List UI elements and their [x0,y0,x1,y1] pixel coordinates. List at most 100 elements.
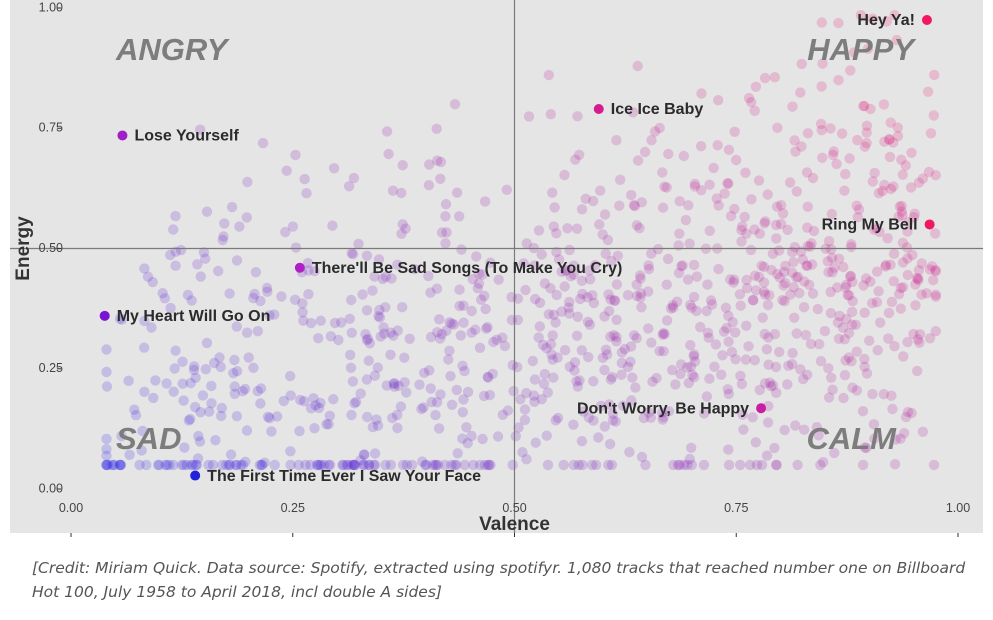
track-point [845,270,856,282]
track-point [392,422,403,434]
y-axis-title: Energy [13,216,34,281]
track-point [333,334,344,346]
track-point [321,419,332,430]
track-point [631,220,643,231]
track-point [632,60,643,72]
track-point [845,65,856,76]
track-point [451,384,462,396]
track-point [705,295,717,306]
track-point [807,172,819,184]
track-point [791,272,802,283]
track-point [395,401,407,412]
track-point [772,122,783,133]
track-point [805,241,816,252]
track-point [687,369,698,381]
track-point [862,43,874,54]
track-point [627,372,638,383]
track-point [607,415,619,426]
highlighted-point [117,130,128,141]
track-point [392,409,403,421]
track-point [425,331,437,343]
track-point [101,344,112,355]
track-point [887,403,898,415]
track-point [682,274,694,285]
track-point [851,200,862,211]
track-point [181,459,193,471]
track-point [815,118,827,130]
track-point [387,185,399,196]
track-point [519,414,531,426]
track-point [530,293,541,305]
track-point [871,266,883,277]
track-point [373,254,385,265]
track-point [685,361,697,372]
track-point [536,249,547,260]
track-point [771,233,782,244]
track-point [635,288,647,299]
track-point [657,329,668,340]
track-point [771,459,782,471]
track-point [328,394,339,405]
track-point [902,406,914,418]
track-point [745,459,756,471]
track-point [816,81,827,92]
track-point [704,179,715,190]
track-point [888,181,899,192]
track-point [839,370,851,381]
track-point [852,134,863,146]
track-point [493,274,504,285]
track-point [337,459,348,471]
track-point [780,260,791,272]
track-point [787,246,798,258]
track-point [930,170,941,181]
track-point [371,414,382,425]
track-point [905,182,917,193]
track-point [599,209,611,220]
track-point [609,295,620,306]
y-tick-label: 0.50 [39,241,63,255]
track-point [479,459,490,471]
track-point [574,375,585,386]
track-point [801,167,813,178]
track-point [507,360,518,371]
track-point [760,216,771,227]
track-point [603,305,615,317]
track-point [580,193,591,204]
track-point [590,459,602,471]
track-point [857,459,869,471]
track-point [455,330,466,341]
track-point [634,222,645,234]
track-point [842,289,853,301]
song-label: Ring My Bell [822,217,918,234]
track-point [801,260,812,271]
track-point [657,414,668,425]
track-point [769,442,780,454]
highlighted-point [99,310,110,321]
track-point [845,271,856,282]
track-point [689,372,700,383]
track-point [560,265,571,277]
track-point [777,208,789,219]
track-point [101,366,112,378]
track-point [826,252,838,264]
track-point [909,208,920,219]
track-point [573,459,584,471]
track-point [285,459,296,471]
track-point [626,395,637,406]
track-point [643,286,654,297]
track-point [840,168,851,180]
track-point [662,253,674,265]
track-point [923,166,935,178]
track-point [718,326,730,337]
track-point [727,317,738,328]
track-point [230,459,241,471]
track-point [287,221,299,232]
track-point [914,337,925,348]
track-point [645,412,657,423]
track-point [583,412,595,423]
track-point [359,459,370,471]
track-point [529,260,540,271]
x-tick-label: 0.25 [281,501,305,515]
track-point [606,371,618,383]
track-point [285,370,296,382]
